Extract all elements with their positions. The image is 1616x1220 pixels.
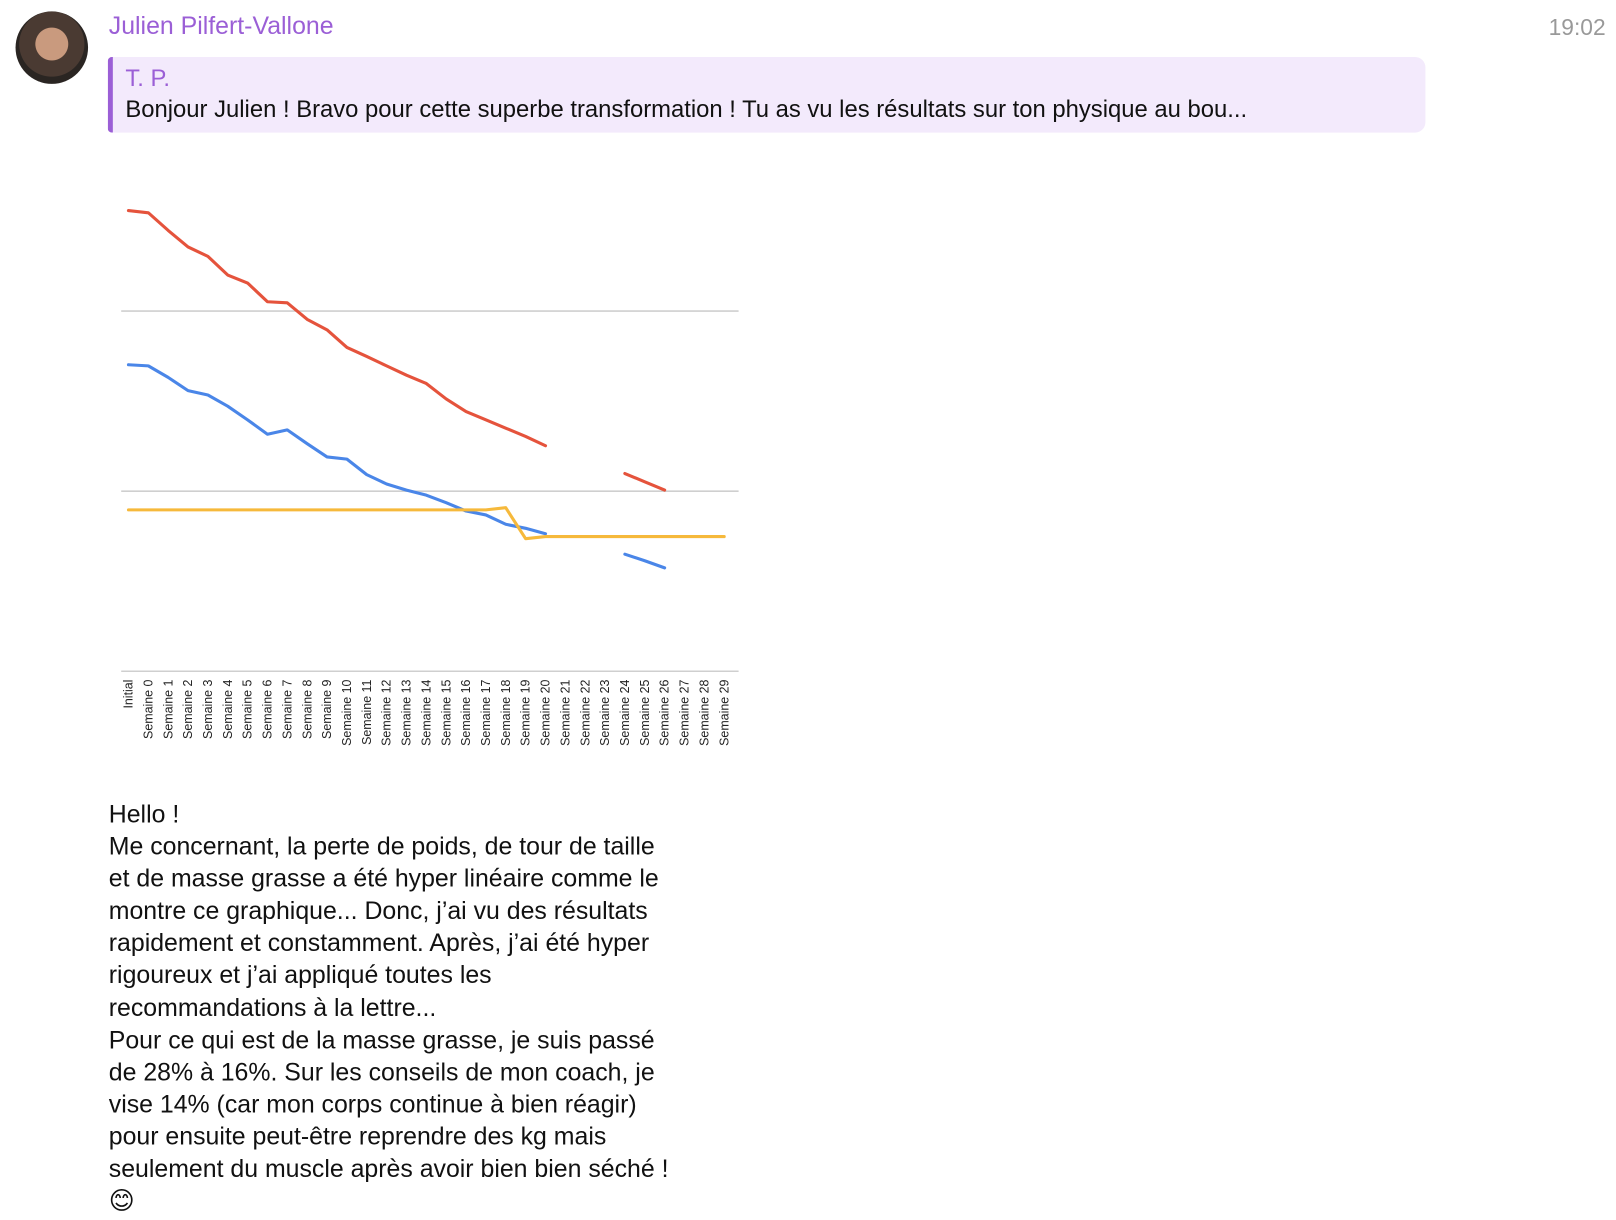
x-tick-label: Semaine 11 xyxy=(360,679,374,744)
sender-name[interactable]: Julien Pilfert-Vallone xyxy=(108,12,334,41)
x-tick-label: Semaine 0 xyxy=(141,679,155,738)
chart[interactable]: Initial Semaine 0 Semaine 1 Semaine 2 Semain… xyxy=(0,0,1616,787)
x-tick-label: Semaine 15 xyxy=(439,679,453,745)
x-tick-label: Semaine 7 xyxy=(280,679,294,738)
x-tick-label: Semaine 5 xyxy=(241,679,255,738)
x-tick-label: Semaine 23 xyxy=(598,679,612,745)
x-tick-label: Semaine 21 xyxy=(558,679,572,745)
x-tick-label: Semaine 16 xyxy=(459,679,473,745)
message-line: et de masse grasse a été hyper linéaire … xyxy=(108,865,659,894)
message-line: Pour ce qui est de la masse grasse, je s… xyxy=(108,1026,655,1055)
x-tick-label: Semaine 18 xyxy=(499,679,513,745)
x-tick-label: Semaine 29 xyxy=(717,679,731,745)
x-tick-label: Semaine 2 xyxy=(181,679,195,738)
x-tick-label: Initial xyxy=(122,680,136,709)
x-tick-label: Semaine 26 xyxy=(658,679,672,745)
x-tick-label: Semaine 12 xyxy=(380,679,394,745)
x-tick-label: Semaine 13 xyxy=(400,679,414,745)
message-line: seulement du muscle après avoir bien bie… xyxy=(108,1155,669,1184)
message-line: de 28% à 16%. Sur les conseils de mon co… xyxy=(108,1058,655,1087)
x-tick-label: Semaine 6 xyxy=(261,679,275,738)
x-tick-label: Semaine 3 xyxy=(201,679,215,738)
message-line: recommandations à la lettre... xyxy=(108,994,437,1022)
message-text: Hello ! Me concernant, la perte de poids,… xyxy=(109,799,669,1218)
x-tick-label: Semaine 28 xyxy=(697,679,711,745)
message-line: 😊 xyxy=(108,1187,135,1216)
x-tick-label: Semaine 22 xyxy=(578,679,592,745)
x-tick-label: Semaine 14 xyxy=(419,679,433,745)
data-line xyxy=(126,209,667,492)
reply-quote[interactable]: T. P. Bonjour Julien ! Bravo pour cette … xyxy=(107,56,1426,133)
message-line: Me concernant, la perte de poids, de tou… xyxy=(108,832,655,861)
x-tick-label: Semaine 8 xyxy=(300,679,314,738)
x-tick-label: Semaine 17 xyxy=(479,679,493,745)
x-tick-label: Semaine 9 xyxy=(320,679,334,738)
data-line xyxy=(126,506,726,541)
message-line: rapidement et constamment. Après, j’ai é… xyxy=(108,929,650,958)
message-line: Hello ! xyxy=(108,800,180,829)
reply-text: Bonjour Julien ! Bravo pour cette superb… xyxy=(125,95,1248,123)
message-line: pour ensuite peut-être reprendre des kg … xyxy=(108,1122,607,1151)
x-tick-label: Semaine 19 xyxy=(519,679,533,745)
timestamp: 19:02 xyxy=(1548,14,1606,41)
reply-author: T. P. xyxy=(125,64,170,92)
x-tick-label: Semaine 10 xyxy=(340,679,354,745)
message-line: vise 14% (car mon corps continue à bien … xyxy=(108,1090,637,1119)
x-tick-label: Semaine 4 xyxy=(221,679,235,738)
data-line xyxy=(126,363,667,570)
message-line: montre ce graphique... Donc, j’ai vu des… xyxy=(108,897,648,926)
x-tick-label: Semaine 1 xyxy=(161,679,175,738)
x-tick-label: Semaine 27 xyxy=(678,679,692,745)
x-tick-label: Semaine 25 xyxy=(638,679,652,745)
message-line: rigoureux et j’ai appliqué toutes les xyxy=(108,961,492,990)
avatar[interactable] xyxy=(15,11,89,84)
x-tick-label: Semaine 20 xyxy=(539,679,553,745)
x-tick-label: Semaine 24 xyxy=(618,679,632,745)
